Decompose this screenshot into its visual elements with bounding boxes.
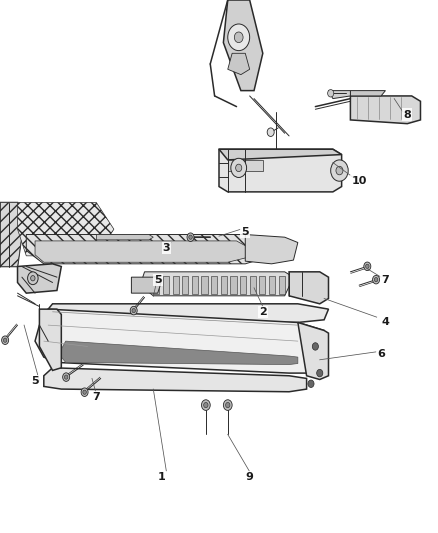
Polygon shape bbox=[219, 149, 342, 160]
Polygon shape bbox=[0, 203, 22, 266]
Circle shape bbox=[28, 272, 38, 285]
Circle shape bbox=[226, 402, 230, 408]
Text: 2: 2 bbox=[259, 307, 267, 317]
Polygon shape bbox=[350, 91, 385, 96]
Polygon shape bbox=[228, 53, 250, 75]
Circle shape bbox=[308, 380, 314, 387]
Text: 7: 7 bbox=[92, 392, 100, 402]
Polygon shape bbox=[259, 276, 265, 294]
Polygon shape bbox=[163, 276, 169, 294]
Polygon shape bbox=[44, 304, 328, 322]
Circle shape bbox=[64, 375, 68, 379]
Circle shape bbox=[83, 390, 86, 394]
Circle shape bbox=[187, 233, 194, 241]
Polygon shape bbox=[35, 309, 324, 373]
Polygon shape bbox=[250, 276, 256, 294]
Circle shape bbox=[267, 128, 274, 136]
Polygon shape bbox=[223, 0, 263, 91]
Polygon shape bbox=[279, 276, 285, 294]
Text: 5: 5 bbox=[31, 376, 39, 386]
Circle shape bbox=[374, 278, 378, 282]
Polygon shape bbox=[192, 276, 198, 294]
Text: 7: 7 bbox=[381, 275, 389, 285]
Circle shape bbox=[130, 306, 137, 315]
Polygon shape bbox=[240, 276, 246, 294]
Circle shape bbox=[204, 402, 208, 408]
Circle shape bbox=[373, 276, 380, 284]
Polygon shape bbox=[96, 235, 153, 240]
Polygon shape bbox=[173, 276, 179, 294]
Text: 6: 6 bbox=[377, 350, 385, 359]
Polygon shape bbox=[230, 276, 237, 294]
Polygon shape bbox=[289, 272, 328, 304]
Circle shape bbox=[31, 276, 35, 281]
Text: 1: 1 bbox=[158, 472, 166, 482]
Polygon shape bbox=[18, 203, 114, 256]
Polygon shape bbox=[140, 272, 293, 296]
Text: 9: 9 bbox=[246, 472, 254, 482]
Text: 5: 5 bbox=[154, 275, 162, 285]
Polygon shape bbox=[350, 96, 420, 124]
Polygon shape bbox=[0, 203, 22, 266]
Polygon shape bbox=[211, 276, 217, 294]
Polygon shape bbox=[298, 322, 328, 379]
Circle shape bbox=[366, 264, 369, 269]
Polygon shape bbox=[219, 149, 342, 192]
Circle shape bbox=[223, 400, 232, 410]
Circle shape bbox=[81, 388, 88, 397]
Circle shape bbox=[4, 338, 7, 342]
Polygon shape bbox=[61, 341, 298, 365]
Circle shape bbox=[312, 343, 318, 350]
Circle shape bbox=[336, 166, 343, 175]
Circle shape bbox=[132, 309, 135, 313]
Circle shape bbox=[328, 90, 334, 97]
Polygon shape bbox=[153, 276, 159, 294]
Polygon shape bbox=[44, 368, 307, 392]
Circle shape bbox=[364, 262, 371, 271]
Circle shape bbox=[228, 24, 250, 51]
Circle shape bbox=[189, 235, 192, 239]
Circle shape bbox=[317, 369, 323, 377]
Text: 3: 3 bbox=[162, 243, 170, 253]
Polygon shape bbox=[39, 309, 61, 370]
Circle shape bbox=[231, 158, 247, 177]
Circle shape bbox=[236, 164, 242, 172]
Circle shape bbox=[331, 160, 348, 181]
Circle shape bbox=[234, 32, 243, 43]
Polygon shape bbox=[18, 264, 61, 293]
Circle shape bbox=[63, 373, 70, 382]
Polygon shape bbox=[201, 276, 208, 294]
Polygon shape bbox=[269, 276, 275, 294]
Polygon shape bbox=[35, 241, 254, 262]
Text: 10: 10 bbox=[351, 176, 367, 186]
Circle shape bbox=[201, 400, 210, 410]
Circle shape bbox=[2, 336, 9, 344]
Polygon shape bbox=[26, 235, 272, 264]
Polygon shape bbox=[328, 91, 350, 99]
Text: 8: 8 bbox=[403, 110, 411, 119]
Polygon shape bbox=[245, 235, 298, 264]
Polygon shape bbox=[221, 276, 227, 294]
Text: 4: 4 bbox=[381, 318, 389, 327]
Polygon shape bbox=[182, 276, 188, 294]
Text: 5: 5 bbox=[241, 227, 249, 237]
Polygon shape bbox=[131, 277, 162, 293]
Polygon shape bbox=[228, 160, 263, 171]
